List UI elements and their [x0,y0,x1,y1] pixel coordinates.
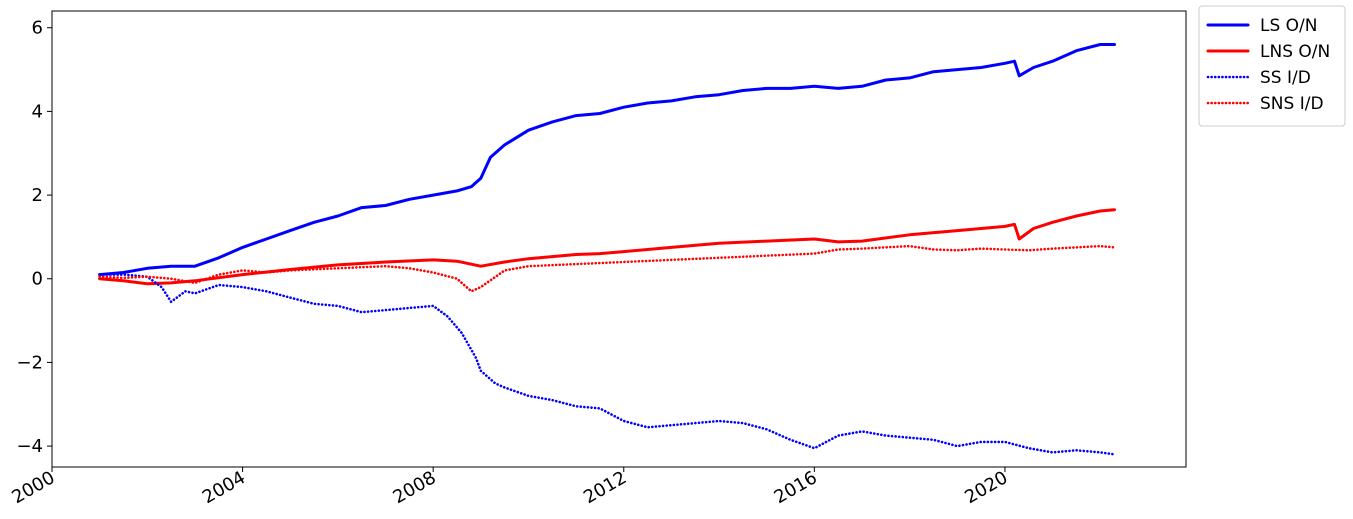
y-tick-label: 2 [32,185,43,206]
x-tick-label: 2016 [771,467,821,508]
legend: LS O/N LNS O/N SS I/D SNS I/D [1198,5,1346,127]
y-tick-label: −4 [16,436,43,457]
legend-box [1198,5,1346,127]
plot-area [51,10,1187,468]
y-axis: −4 −2 0 2 4 6 [16,18,52,457]
series-line-3 [98,244,1116,293]
series-layer [98,43,1116,456]
legend-label-1: LNS O/N [1260,42,1330,62]
x-axis: 2000 2004 2008 2012 2016 2020 [8,467,1011,508]
y-tick-label: −2 [16,352,43,373]
x-tick-label: 2004 [199,467,249,508]
y-tick-label: 6 [32,18,43,39]
series-line-2 [98,273,1116,456]
legend-label-0: LS O/N [1260,16,1318,36]
y-tick-label: 0 [32,269,43,290]
x-tick-label: 2000 [8,467,58,508]
x-tick-label: 2020 [961,467,1011,508]
x-tick-label: 2008 [390,467,440,508]
x-tick-label: 2012 [580,467,630,508]
legend-label-2: SS I/D [1260,68,1311,88]
legend-label-3: SNS I/D [1260,94,1324,114]
y-tick-label: 4 [32,101,43,122]
series-line-0 [98,43,1116,277]
